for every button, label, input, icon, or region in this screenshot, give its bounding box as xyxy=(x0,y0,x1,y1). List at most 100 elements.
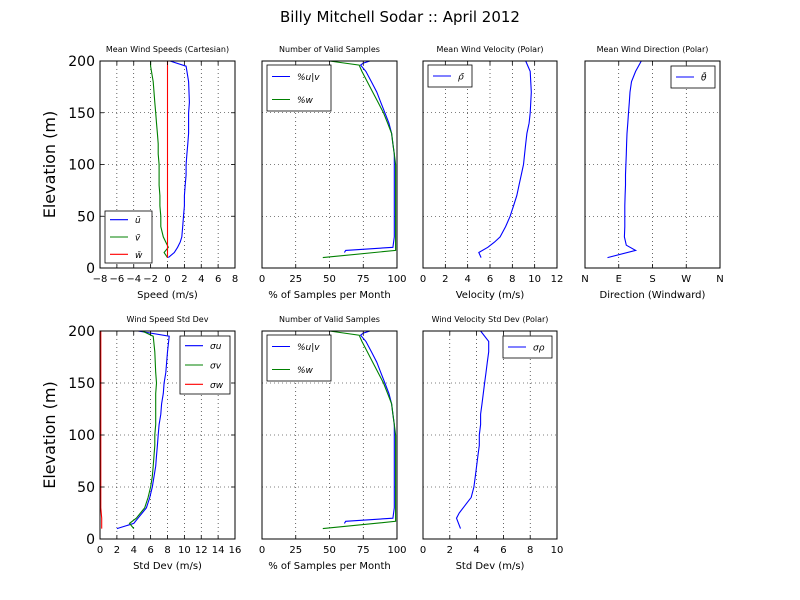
legend: %u|v %w xyxy=(266,64,332,112)
legend: ρ̄ xyxy=(427,64,473,88)
y-tick-label: 200 xyxy=(68,54,95,70)
x-tick-label: 8 xyxy=(509,274,515,285)
chart-panel-7: 0 2 4 6 8 10 Wind Velocity Std Dev (Polar) Std … xyxy=(420,315,564,572)
legend: ū v̄ w̄ xyxy=(104,210,153,264)
legend-label: σv xyxy=(210,362,222,372)
legend-label: v̄ xyxy=(135,234,141,244)
legend: σu σv σw xyxy=(179,335,231,395)
legend-label: σu xyxy=(210,342,222,352)
chart-panel-4: N E S W N Mean Wind Direction (Polar) Directio… xyxy=(581,45,723,301)
legend-box xyxy=(266,64,332,112)
legend-label: w̄ xyxy=(135,251,143,261)
x-tick-label: N xyxy=(716,274,723,285)
legend-label: σw xyxy=(210,381,224,391)
legend-label: ρ̄ xyxy=(458,73,465,83)
x-tick-label: 0 xyxy=(164,274,170,285)
x-tick-label: 12 xyxy=(195,545,208,556)
x-tick-label: S xyxy=(649,274,655,285)
x-tick-label: 100 xyxy=(387,545,406,556)
x-tick-label: E xyxy=(616,274,622,285)
legend: θ̄ xyxy=(670,65,716,89)
figure-title: Billy Mitchell Sodar :: April 2012 xyxy=(280,8,520,26)
x-tick-label: 50 xyxy=(323,274,336,285)
x-axis-label: % of Samples per Month xyxy=(268,290,391,301)
x-tick-label: 4 xyxy=(473,545,479,556)
panel-title: Mean Wind Speeds (Cartesian) xyxy=(106,45,229,54)
x-tick-label: −6 xyxy=(110,274,125,285)
x-tick-label: 0 xyxy=(259,545,265,556)
series-line-2 xyxy=(128,330,158,529)
y-tick-label: 0 xyxy=(86,261,95,277)
panel-title: Wind Velocity Std Dev (Polar) xyxy=(432,315,549,324)
chart-panel-3: 0 2 4 6 8 10 12 Mean Wind Velocity (Polar) Veloc… xyxy=(420,45,564,301)
x-tick-label: N xyxy=(581,274,588,285)
x-tick-label: 8 xyxy=(164,545,170,556)
x-tick-label: 25 xyxy=(289,274,302,285)
panel-title: Wind Speed Std Dev xyxy=(127,315,209,324)
legend-label: %u|v xyxy=(297,343,320,353)
legend-label: %w xyxy=(297,96,314,106)
x-axis-label: % of Samples per Month xyxy=(268,561,391,572)
x-axis-label: Velocity (m/s) xyxy=(456,290,525,301)
x-tick-label: 2 xyxy=(447,545,453,556)
plot-frame xyxy=(422,330,558,540)
y-tick-label: 50 xyxy=(77,209,95,225)
x-axis-label: Direction (Windward) xyxy=(600,290,706,301)
legend-label: θ̄ xyxy=(701,72,707,84)
y-axis-label: Elevation (m) xyxy=(40,111,59,218)
x-axis-label: Speed (m/s) xyxy=(137,290,198,301)
x-tick-label: 50 xyxy=(323,545,336,556)
x-tick-label: 10 xyxy=(178,545,191,556)
x-tick-label: 6 xyxy=(487,274,493,285)
y-tick-label: 200 xyxy=(68,324,95,340)
series-line-1 xyxy=(478,60,532,258)
x-tick-label: 8 xyxy=(232,274,238,285)
legend-box xyxy=(502,335,553,359)
legend: σρ xyxy=(502,335,553,359)
x-tick-label: 12 xyxy=(551,274,564,285)
y-tick-label: 100 xyxy=(68,428,95,444)
x-axis-label: Std Dev (m/s) xyxy=(456,561,525,572)
x-tick-label: 0 xyxy=(259,274,265,285)
x-tick-label: W xyxy=(681,274,691,285)
chart-panel-2: 0 25 50 75 100 Number of Valid Samples % of Sa… xyxy=(259,45,407,301)
panel-title: Number of Valid Samples xyxy=(279,45,380,54)
x-tick-label: 2 xyxy=(114,545,120,556)
series-line-1 xyxy=(455,330,490,529)
legend-label: ū xyxy=(135,216,141,226)
x-tick-label: 0 xyxy=(420,545,426,556)
x-tick-label: 6 xyxy=(215,274,221,285)
x-axis-label: Std Dev (m/s) xyxy=(133,561,202,572)
x-tick-label: 4 xyxy=(198,274,204,285)
series-line-1 xyxy=(167,60,190,259)
legend-label: %u|v xyxy=(297,73,320,83)
series-line-1 xyxy=(116,330,170,530)
x-tick-label: 25 xyxy=(289,545,302,556)
x-tick-label: 75 xyxy=(357,545,370,556)
x-tick-label: 4 xyxy=(131,545,137,556)
series-line-2 xyxy=(302,60,397,259)
y-axis-label: Elevation (m) xyxy=(40,381,59,488)
panel-title: Mean Wind Velocity (Polar) xyxy=(436,45,543,54)
series-line-1 xyxy=(607,60,642,259)
series-line-1 xyxy=(343,60,395,253)
x-tick-label: 10 xyxy=(551,545,564,556)
legend: %u|v %w xyxy=(266,334,332,382)
x-tick-label: 0 xyxy=(97,545,103,556)
legend-label: %w xyxy=(297,366,314,376)
x-tick-label: 75 xyxy=(357,274,370,285)
x-tick-label: −2 xyxy=(143,274,158,285)
x-tick-label: −8 xyxy=(93,274,108,285)
x-tick-label: 8 xyxy=(527,545,533,556)
y-tick-label: 0 xyxy=(86,532,95,548)
x-tick-label: 16 xyxy=(229,545,242,556)
x-tick-label: 6 xyxy=(500,545,506,556)
legend-label: σρ xyxy=(533,344,545,354)
legend-box xyxy=(266,334,332,382)
panel-title: Mean Wind Direction (Polar) xyxy=(597,45,709,54)
x-tick-label: 4 xyxy=(464,274,470,285)
y-tick-label: 100 xyxy=(68,158,95,174)
